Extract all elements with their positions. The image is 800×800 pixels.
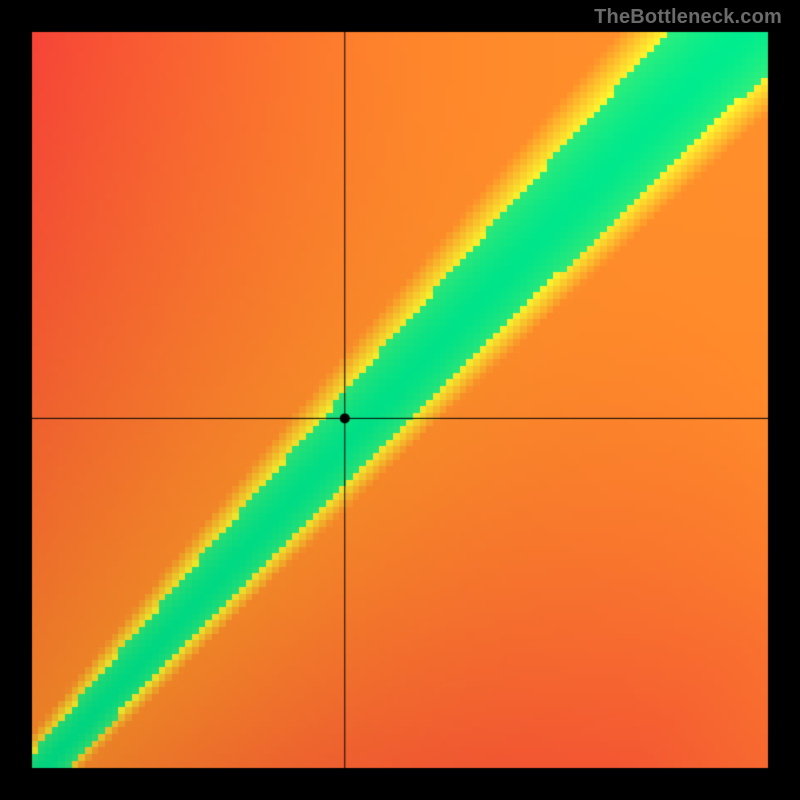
watermark-text: TheBottleneck.com [594,6,782,29]
chart-container: TheBottleneck.com [0,0,800,800]
bottleneck-heatmap-canvas [0,0,800,800]
